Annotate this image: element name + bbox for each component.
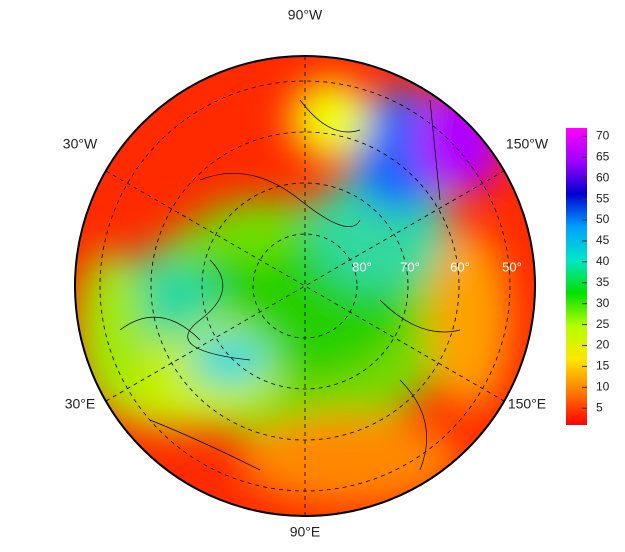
latitude-label: 60°	[450, 259, 470, 274]
longitude-label: 30°W	[63, 136, 98, 152]
colorbar-tick-label: 40	[596, 254, 610, 268]
map-border	[74, 55, 536, 517]
longitude-label: 150°E	[508, 396, 546, 412]
colorbar-tick-label: 25	[596, 317, 610, 331]
longitude-label: 90°E	[290, 524, 321, 540]
latitude-label: 70°	[400, 259, 420, 274]
longitude-label: 90°W	[288, 7, 323, 23]
latitude-label: 50°	[502, 259, 522, 274]
colorbar-tick-label: 70	[596, 129, 610, 143]
latitude-label: 80°	[352, 259, 372, 274]
colorbar-tick-label: 65	[596, 149, 610, 163]
colorbar-tick-label: 10	[596, 380, 610, 394]
colorbar-tick-label: 5	[596, 400, 603, 414]
colorbar-tick-label: 30	[596, 296, 610, 310]
colorbar-tick-label: 50	[596, 212, 610, 226]
colorbar-tick-label: 20	[596, 338, 610, 352]
longitude-label: 150°W	[506, 136, 549, 152]
longitude-label: 30°E	[65, 396, 96, 412]
colorbar-tick-label: 45	[596, 233, 610, 247]
colorbar-tick-label: 60	[596, 170, 610, 184]
colorbar-tick-label: 15	[596, 359, 610, 373]
colorbar-tick-label: 35	[596, 275, 610, 289]
colorbar	[566, 128, 587, 425]
map-field	[75, 56, 535, 516]
colorbar-tick-label: 55	[596, 191, 610, 205]
